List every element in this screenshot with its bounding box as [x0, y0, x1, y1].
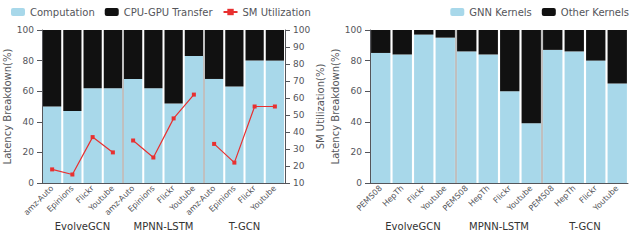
svg-text:Youtube: Youtube [591, 184, 621, 214]
svg-text:30: 30 [293, 144, 305, 154]
svg-text:Epinions: Epinions [207, 184, 237, 214]
svg-text:Other Kernels: Other Kernels [561, 7, 629, 18]
svg-text:Youtube: Youtube [505, 183, 535, 213]
svg-text:100: 100 [17, 25, 34, 35]
svg-text:Flickr: Flickr [491, 183, 513, 206]
svg-text:60: 60 [23, 86, 35, 96]
svg-text:T-GCN: T-GCN [228, 221, 260, 232]
svg-text:EvolveGCN: EvolveGCN [385, 221, 440, 232]
svg-text:0: 0 [28, 178, 34, 188]
svg-text:0: 0 [356, 178, 362, 188]
svg-text:40: 40 [23, 117, 35, 127]
svg-text:amz-Auto: amz-Auto [184, 183, 218, 218]
svg-text:PEMS08: PEMS08 [355, 184, 384, 213]
svg-text:HepTh: HepTh [553, 184, 578, 209]
svg-text:10: 10 [293, 178, 305, 188]
svg-text:amz-Auto: amz-Auto [22, 183, 56, 218]
svg-text:PEMS08: PEMS08 [441, 184, 470, 213]
svg-text:Flickr: Flickr [236, 183, 258, 206]
svg-text:80: 80 [23, 56, 35, 66]
svg-text:80: 80 [351, 56, 363, 66]
svg-text:20: 20 [293, 161, 305, 171]
svg-text:20: 20 [23, 147, 35, 157]
svg-text:EvolveGCN: EvolveGCN [55, 221, 110, 232]
svg-text:GNN Kernels: GNN Kernels [469, 7, 532, 18]
svg-text:Youtube: Youtube [419, 183, 449, 213]
svg-text:SM Utilization: SM Utilization [243, 7, 311, 18]
svg-text:60: 60 [293, 93, 305, 103]
svg-text:Youtube: Youtube [248, 184, 278, 214]
svg-text:50: 50 [293, 110, 305, 120]
svg-text:Epinions: Epinions [45, 184, 75, 214]
svg-text:100: 100 [345, 25, 362, 35]
svg-text:100: 100 [293, 25, 310, 35]
svg-text:Latency Breakdown(%): Latency Breakdown(%) [2, 49, 13, 165]
svg-text:Latency Breakdown(%): Latency Breakdown(%) [330, 49, 341, 165]
svg-text:Computation: Computation [30, 7, 95, 18]
svg-text:Youtube: Youtube [168, 183, 198, 213]
svg-text:40: 40 [351, 117, 363, 127]
svg-text:T-GCN: T-GCN [568, 221, 600, 232]
svg-text:SM Utilization(%): SM Utilization(%) [315, 64, 326, 150]
svg-text:60: 60 [351, 86, 363, 96]
svg-text:20: 20 [351, 147, 363, 157]
svg-text:HepTh: HepTh [381, 184, 406, 209]
svg-text:PEMS08: PEMS08 [527, 184, 556, 213]
svg-text:Flickr: Flickr [405, 183, 427, 206]
svg-text:CPU-GPU Transfer: CPU-GPU Transfer [124, 7, 214, 18]
svg-text:MPNN-LSTM: MPNN-LSTM [134, 221, 194, 232]
svg-text:40: 40 [293, 127, 305, 137]
svg-text:Flickr: Flickr [577, 183, 599, 206]
svg-text:Flickr: Flickr [74, 183, 96, 206]
svg-text:MPNN-LSTM: MPNN-LSTM [469, 221, 529, 232]
svg-text:70: 70 [293, 76, 305, 86]
svg-text:HepTh: HepTh [467, 184, 492, 209]
svg-text:Epinions: Epinions [126, 184, 156, 214]
svg-text:80: 80 [293, 59, 305, 69]
svg-text:Flickr: Flickr [155, 183, 177, 206]
svg-text:amz-Auto: amz-Auto [103, 183, 137, 218]
svg-text:Youtube: Youtube [87, 183, 117, 213]
svg-text:90: 90 [293, 42, 305, 52]
